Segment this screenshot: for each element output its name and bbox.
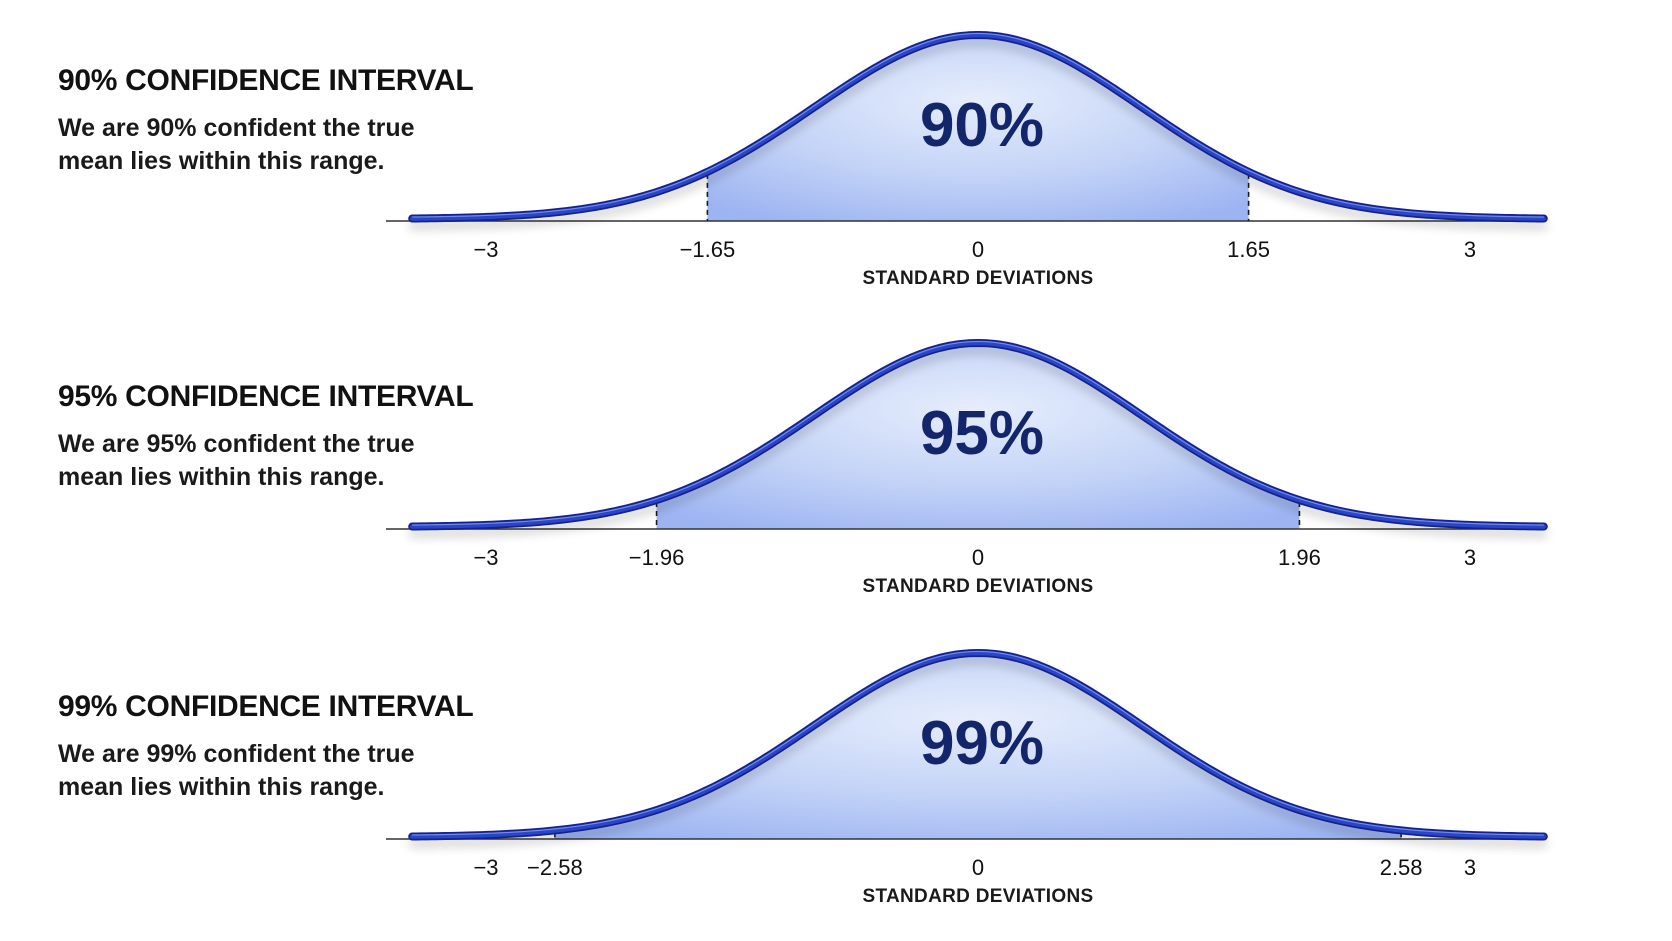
x-tick-label: 0 [972,545,984,570]
x-tick-label: −2.58 [527,855,583,880]
x-tick-label: 3 [1464,545,1476,570]
x-axis-label: STANDARD DEVIATIONS [863,576,1094,597]
confidence-percent-label: 99% [920,709,1044,778]
interval-shaded-area [656,345,1300,529]
panel-title: 95% CONFIDENCE INTERVAL [58,380,474,413]
interval-shaded-area [554,655,1402,839]
normal-curve-chart-90: 90% −3 −1.65 0 1.65 3 STANDARD DEVIATIONS [386,31,1548,289]
normal-curve-highlight [412,32,1544,218]
x-tick-label: 3 [1464,855,1476,880]
x-axis-label: STANDARD DEVIATIONS [863,886,1094,907]
panel-description: We are 95% confident the true mean lies … [58,430,415,491]
normal-curve-chart-99: 99% −3 −2.58 0 2.58 3 STANDARD DEVIATIONS [386,649,1548,907]
panel-text-99: 99% CONFIDENCE INTERVAL We are 99% confi… [58,690,498,804]
confidence-percent-label: 90% [920,91,1044,160]
chart-panel-90: 90% CONFIDENCE INTERVAL We are 90% confi… [0,0,1672,300]
normal-curve-line [409,32,1547,221]
interval-shaded-area [707,37,1249,221]
x-tick-label: 0 [972,855,984,880]
normal-curve-highlight [412,340,1544,526]
x-tick-label: −3 [473,855,498,880]
normal-curve-line [409,650,1547,839]
confidence-percent-label: 95% [920,399,1044,468]
panel-description: We are 90% confident the true mean lies … [58,114,415,175]
panel-title: 90% CONFIDENCE INTERVAL [58,64,474,97]
x-axis-label: STANDARD DEVIATIONS [863,268,1094,289]
x-tick-label: 0 [972,237,984,262]
chart-panel-95: 95% CONFIDENCE INTERVAL We are 95% confi… [0,308,1672,608]
panel-title: 99% CONFIDENCE INTERVAL [58,690,474,723]
chart-panel-99: 99% CONFIDENCE INTERVAL We are 99% confi… [0,618,1672,918]
normal-curve-highlight [412,650,1544,836]
panel-description: We are 99% confident the true mean lies … [58,740,415,801]
x-tick-label: −3 [473,237,498,262]
x-tick-label: −3 [473,545,498,570]
normal-curve-chart-95: 95% −3 −1.96 0 1.96 3 STANDARD DEVIATIONS [386,339,1548,597]
x-tick-label: 3 [1464,237,1476,262]
x-tick-label: 1.65 [1227,237,1270,262]
panel-text-90: 90% CONFIDENCE INTERVAL We are 90% confi… [58,64,498,178]
x-tick-label: 1.96 [1278,545,1321,570]
normal-curve-line [409,340,1547,529]
x-tick-label: 2.58 [1380,855,1423,880]
x-tick-label: −1.65 [680,237,736,262]
panel-text-95: 95% CONFIDENCE INTERVAL We are 95% confi… [58,380,498,494]
x-tick-label: −1.96 [629,545,685,570]
